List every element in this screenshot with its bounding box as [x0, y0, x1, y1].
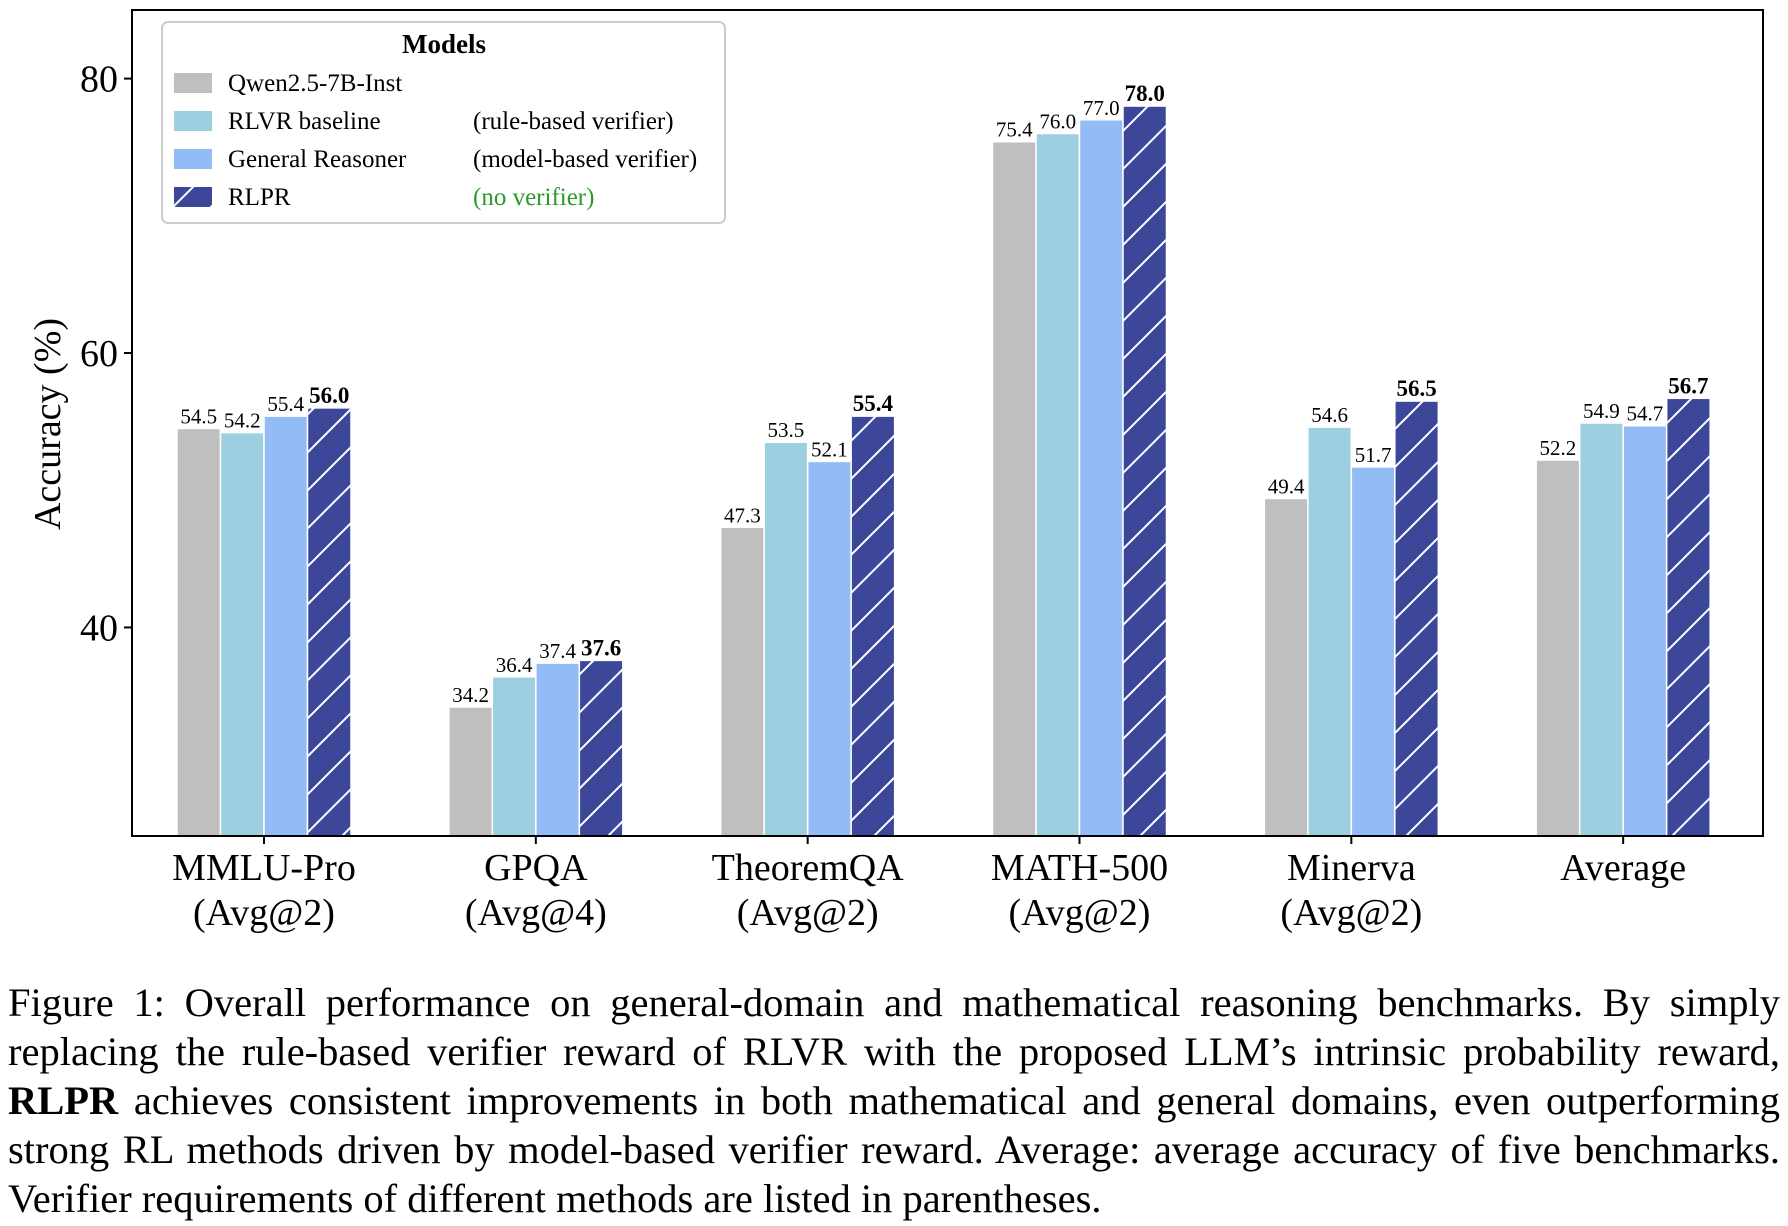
bar-1-4 [1307, 426, 1353, 837]
bar-hatch-3-4 [1394, 401, 1439, 836]
caption-text-1: Figure 1: Overall performance on general… [8, 980, 1780, 1074]
x-tick-sublabel-4: (Avg@2) [1280, 892, 1422, 934]
legend-label-2: General Reasoner [228, 146, 407, 173]
value-label-2-3: 77.0 [1083, 96, 1120, 120]
value-label-0-0: 54.5 [180, 404, 217, 428]
bar-2-3 [1078, 119, 1124, 837]
legend-swatch-1 [174, 111, 212, 131]
legend-note-1: (rule-based verifier) [473, 108, 674, 135]
legend-frame [161, 21, 726, 224]
bar-2-2 [806, 460, 852, 837]
x-tick-sublabel-2: (Avg@2) [737, 892, 879, 934]
value-label-3-3: 78.0 [1125, 81, 1165, 106]
legend-note-2: (model-based verifier) [473, 146, 697, 173]
value-label-3-2: 55.4 [853, 391, 894, 416]
bar-hatch-3-0 [307, 407, 351, 836]
bar-0-0 [176, 427, 222, 837]
y-tick-label-1: 60 [80, 333, 118, 375]
bar-chart: 54.5 54.255.4 56.034.236.437.4 37.647.353.5… [27, 9, 1764, 934]
bar-0-2 [719, 526, 765, 837]
caption-text-2: achieves consistent improvements in both… [8, 1078, 1780, 1221]
bar-hatch-3-1 [579, 660, 623, 836]
bar-hatch-3-5 [1666, 398, 1711, 836]
value-label-1-1: 36.4 [496, 653, 533, 677]
x-tick-label-0: MMLU-Pro [172, 847, 356, 889]
bars-layer [176, 105, 1711, 837]
bar-2-1 [535, 662, 581, 837]
bar-1-5 [1578, 422, 1624, 837]
value-label-2-0: 55.4 [267, 392, 304, 416]
bar-1-0 [219, 431, 265, 837]
y-tick-label-0: 40 [80, 607, 118, 649]
value-label-2-5: 54.7 [1627, 402, 1664, 426]
bar-0-3 [991, 140, 1037, 837]
value-label-2-2: 52.1 [811, 437, 848, 461]
x-tick-label-3: MATH-500 [991, 847, 1168, 889]
value-label-3-5: 56.7 [1668, 373, 1708, 398]
value-label-3-4: 56.5 [1396, 376, 1436, 401]
x-tick-label-5: Average [1560, 847, 1686, 889]
value-label-0-4: 49.4 [1268, 474, 1305, 498]
legend-label-3: RLPR [228, 184, 291, 211]
legend-swatch-hatch-3 [174, 187, 212, 207]
y-axis: 40 60 80 [80, 59, 132, 649]
value-label-0-1: 34.2 [452, 683, 489, 707]
x-tick-label-2: TheoremQA [712, 847, 905, 889]
value-label-3-1: 37.6 [581, 635, 621, 660]
bar-2-5 [1622, 424, 1668, 837]
caption-bold-method: RLPR [8, 1078, 119, 1123]
value-label-0-5: 52.2 [1540, 436, 1577, 460]
value-label-0-3: 75.4 [996, 118, 1033, 142]
x-axis: MMLU-Pro(Avg@2)GPQA(Avg@4)TheoremQA(Avg@… [172, 836, 1686, 934]
value-label-1-3: 76.0 [1039, 109, 1076, 133]
value-label-3-0: 56.0 [309, 383, 349, 408]
bar-0-4 [1263, 497, 1309, 837]
legend-label-1: RLVR baseline [228, 108, 381, 135]
bar-2-0 [263, 415, 309, 837]
x-tick-sublabel-1: (Avg@4) [465, 892, 607, 934]
legend-swatch-0 [174, 73, 212, 93]
legend-note-3: (no verifier) [473, 184, 594, 211]
value-label-2-4: 51.7 [1355, 443, 1392, 467]
legend-label-0: Qwen2.5-7B-Inst [228, 70, 402, 97]
legend-title: Models [402, 29, 486, 59]
value-label-0-2: 47.3 [724, 503, 761, 527]
y-axis-label: Accuracy (%) [27, 318, 69, 530]
bar-hatch-3-2 [851, 416, 895, 836]
x-tick-sublabel-3: (Avg@2) [1009, 892, 1151, 934]
value-label-1-0: 54.2 [224, 409, 261, 433]
x-tick-sublabel-0: (Avg@2) [193, 892, 335, 934]
value-label-1-5: 54.9 [1583, 399, 1620, 423]
bar-1-2 [763, 441, 809, 837]
bar-1-1 [491, 676, 537, 837]
value-label-1-4: 54.6 [1311, 403, 1348, 427]
value-labels-layer: 54.5 54.255.4 56.034.236.437.4 37.647.353.5… [180, 81, 1708, 707]
x-tick-label-1: GPQA [484, 847, 588, 889]
value-label-1-2: 53.5 [768, 418, 805, 442]
bar-1-3 [1035, 132, 1081, 837]
legend: Models Qwen2.5-7B-Inst RLVR baseline (rule… [161, 21, 726, 224]
legend-swatch-2 [174, 149, 212, 169]
bar-2-4 [1350, 466, 1396, 837]
bar-0-1 [448, 706, 494, 837]
bar-0-5 [1535, 459, 1581, 837]
bar-hatch-3-3 [1123, 106, 1167, 836]
value-label-2-1: 37.4 [539, 639, 576, 663]
figure-caption: Figure 1: Overall performance on general… [8, 978, 1780, 1223]
y-tick-label-2: 80 [80, 59, 118, 101]
x-tick-label-4: Minerva [1287, 847, 1416, 889]
plot-frame [131, 9, 1764, 837]
